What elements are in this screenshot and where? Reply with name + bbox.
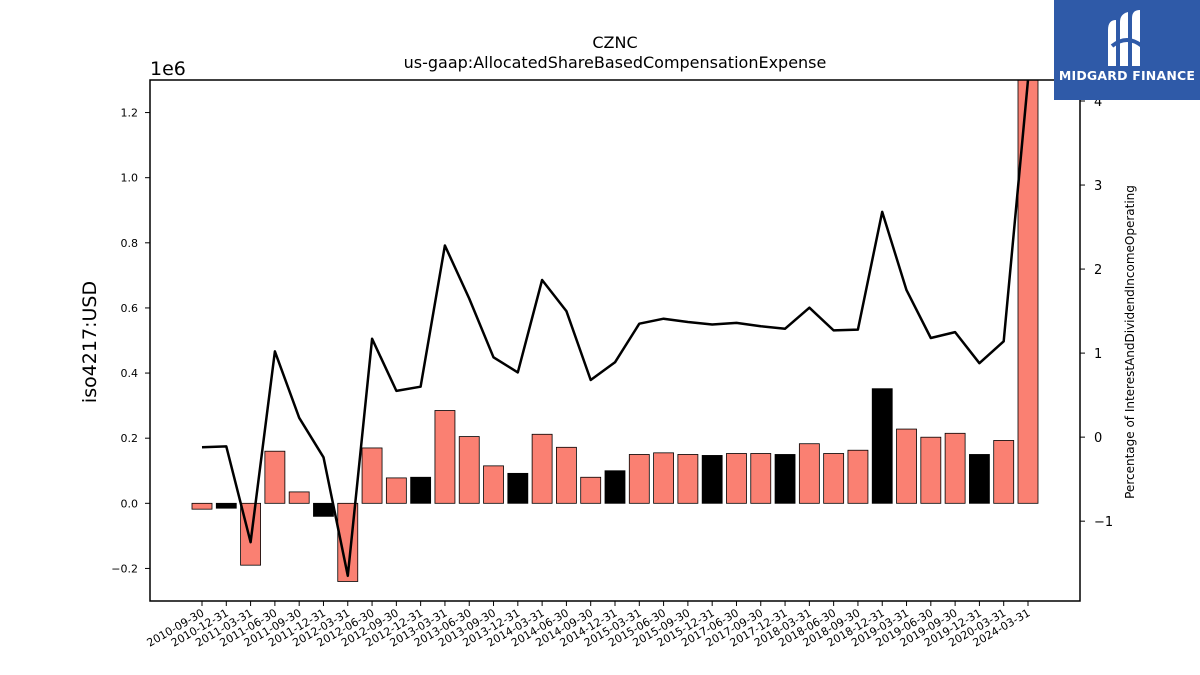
plot-frame [149, 79, 1081, 602]
bar [920, 436, 942, 504]
bar [580, 476, 602, 504]
bar [604, 470, 626, 504]
bar [531, 433, 553, 504]
y-tick-label: 0.6 [121, 302, 139, 315]
bar [896, 428, 917, 504]
y2-tick-label: 2 [1094, 263, 1102, 278]
brand-logo: MIDGARD FINANCE [1054, 0, 1200, 100]
bar [288, 491, 310, 504]
bar [191, 502, 213, 510]
bar [798, 443, 820, 504]
ticks-layer: −0.20.00.20.40.60.81.01.2−1012342010-09-… [111, 95, 1113, 650]
bar [677, 454, 699, 504]
y-axis-label: iso4217:USD [79, 281, 101, 403]
y-tick-label: −0.2 [111, 562, 138, 575]
bar [385, 477, 407, 504]
y-tick-label: 1.2 [121, 107, 139, 120]
bar [628, 454, 650, 504]
bar [823, 453, 845, 504]
bar [215, 502, 237, 509]
bar [993, 440, 1015, 504]
logo-text: MIDGARD FINANCE [1058, 68, 1196, 83]
series-line [201, 79, 1030, 578]
y2-axis-label: Percentage of InterestAndDividendIncomeO… [1123, 185, 1137, 499]
bar [653, 452, 674, 504]
bar [701, 455, 723, 504]
bar [361, 447, 383, 504]
y2-tick-label: 1 [1094, 347, 1102, 362]
bar [264, 450, 286, 504]
y-tick-label: 0.4 [121, 367, 139, 380]
bar [750, 453, 772, 504]
bar [483, 465, 504, 504]
bars-layer [191, 79, 1039, 582]
bar [556, 446, 577, 504]
y2-tick-label: 3 [1094, 179, 1102, 194]
y2-tick-label: −1 [1094, 515, 1113, 530]
bar [313, 502, 334, 517]
bar [726, 453, 747, 504]
bar [944, 432, 966, 504]
chart-subtitle: us-gaap:AllocatedShareBasedCompensationE… [404, 53, 827, 72]
bar [847, 449, 869, 504]
bar [774, 454, 796, 504]
y2-tick-label: 4 [1094, 95, 1102, 110]
line-layer [201, 79, 1030, 578]
bar [871, 388, 893, 504]
chart-title: CZNC [592, 33, 637, 52]
y-tick-label: 1.0 [121, 172, 139, 185]
bar [507, 472, 529, 504]
y-tick-label: 0.8 [121, 237, 139, 250]
bar [969, 454, 990, 504]
midgard-logo-icon [1108, 10, 1144, 66]
bar [458, 436, 480, 504]
y-tick-label: 0.2 [121, 432, 139, 445]
y2-tick-label: 0 [1094, 431, 1102, 446]
bar [434, 410, 456, 504]
y-offset-label: 1e6 [150, 58, 186, 80]
y-tick-label: 0.0 [121, 497, 139, 510]
bar [410, 476, 432, 504]
